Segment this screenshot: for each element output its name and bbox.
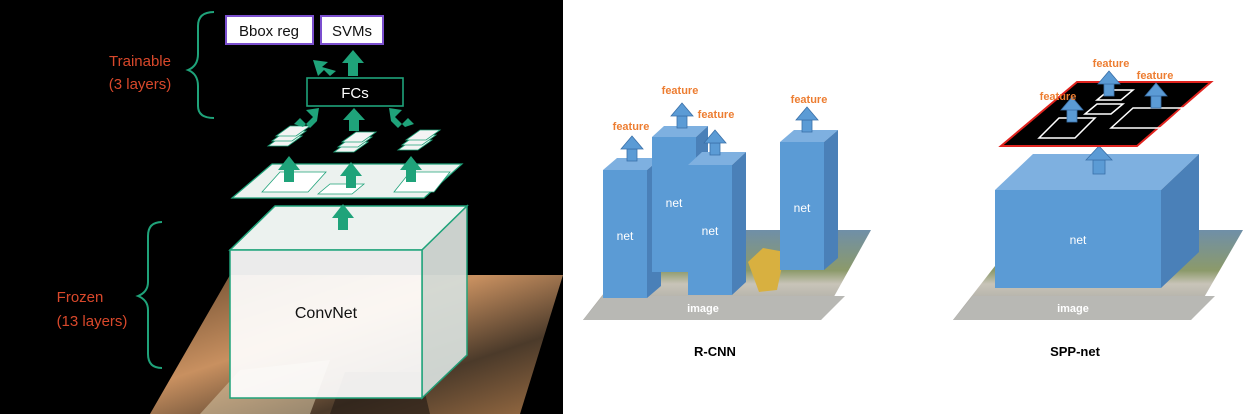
rcnn-diagram: image net net xyxy=(583,85,871,359)
arrow-pool-to-fc-left xyxy=(294,108,319,128)
arrow-roi-pool-left xyxy=(278,156,300,182)
arrow-roi-pool-right xyxy=(400,156,422,182)
sppnet-arrow-net-to-map xyxy=(1085,145,1113,175)
rcnn-feature-label-3: feature xyxy=(698,109,735,121)
svms-box: SVMs xyxy=(320,15,384,45)
sppnet-roi-1 xyxy=(1037,117,1097,139)
svms-label: SVMs xyxy=(332,23,372,40)
sppnet-caption: SPP-net xyxy=(1050,344,1101,359)
arrow-roi-pool-center xyxy=(340,162,362,188)
svg-text:net: net xyxy=(666,196,683,210)
sppnet-diagram: image net xyxy=(953,58,1243,359)
trainable-brace xyxy=(185,11,215,119)
rcnn-sppnet-diagram: image net net xyxy=(583,58,1243,359)
sppnet-roi-3 xyxy=(1109,107,1185,129)
rcnn-caption: R-CNN xyxy=(694,344,736,359)
sppnet-feature-label-1: feature xyxy=(1040,91,1077,103)
sppnet-roi-2 xyxy=(1082,103,1126,115)
sppnet-image-label: image xyxy=(1057,303,1089,315)
sppnet-feature-arrow-1 xyxy=(1060,96,1084,123)
sppnet-feature-arrow-2 xyxy=(1097,70,1121,97)
svg-text:net: net xyxy=(617,229,634,243)
frozen-label-line2: (13 layers) xyxy=(57,313,128,330)
pooled-roi-stack-center xyxy=(332,131,378,153)
svg-text:net: net xyxy=(1070,233,1087,247)
fcs-box: FCs xyxy=(306,77,404,107)
fcs-label: FCs xyxy=(341,85,369,102)
rcnn-feature-arrow-3 xyxy=(703,129,727,156)
rcnn-feature-arrow-1 xyxy=(620,135,644,162)
fast-rcnn-panel: ConvNet xyxy=(0,0,563,414)
bbox-reg-box: Bbox reg xyxy=(225,15,314,45)
pooled-roi-stack-right xyxy=(396,129,442,151)
rcnn-feature-arrow-4 xyxy=(795,106,819,133)
rcnn-feature-arrow-2 xyxy=(670,102,694,129)
rcnn-sppnet-panel: image net net xyxy=(563,0,1247,414)
svg-text:net: net xyxy=(702,224,719,238)
rcnn-feature-label-4: feature xyxy=(791,94,828,106)
trainable-label-line2: (3 layers) xyxy=(109,76,172,93)
convnet-block: ConvNet xyxy=(228,204,469,400)
trainable-label-line1: Trainable xyxy=(109,53,171,70)
sppnet-feature-label-3: feature xyxy=(1137,70,1174,82)
sppnet-feature-label-2: feature xyxy=(1093,58,1130,70)
fast-rcnn-diagram: ConvNet xyxy=(57,11,563,414)
pooled-roi-stack-left xyxy=(266,125,312,147)
rcnn-net-3: net xyxy=(688,152,746,295)
sppnet-feature-arrow-3 xyxy=(1144,82,1168,109)
rcnn-image-label: image xyxy=(687,303,719,315)
frozen-brace xyxy=(135,221,163,369)
arrow-convnet-to-features xyxy=(332,204,354,230)
arrow-fc-to-bbox xyxy=(313,60,336,76)
bbox-reg-label: Bbox reg xyxy=(239,23,299,40)
frozen-label-line1: Frozen xyxy=(57,289,104,306)
arrow-pool-to-fc-right xyxy=(389,108,414,128)
rcnn-net-4: net xyxy=(780,130,838,270)
arrow-fc-to-svms xyxy=(342,50,364,76)
rcnn-feature-label-1: feature xyxy=(613,121,650,133)
arrow-pool-to-fc-center xyxy=(343,108,365,131)
convnet-label: ConvNet xyxy=(295,305,358,322)
rcnn-feature-label-2: feature xyxy=(662,85,699,97)
svg-text:net: net xyxy=(794,201,811,215)
